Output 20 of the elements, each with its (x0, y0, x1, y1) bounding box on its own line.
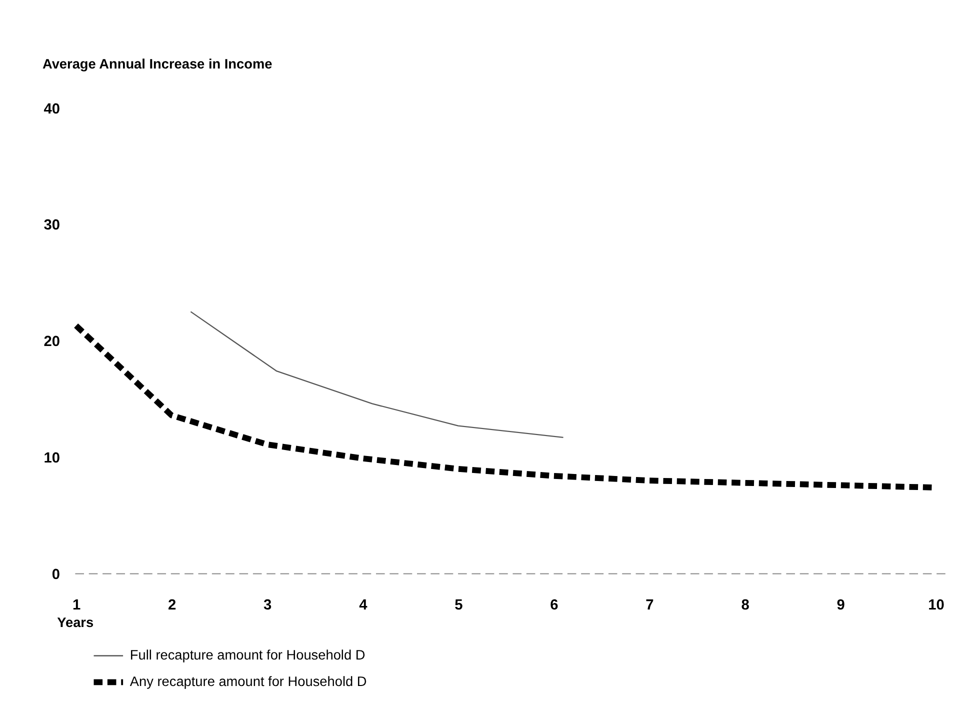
y-tick-label: 40 (44, 101, 60, 118)
x-axis-title: Years (57, 614, 94, 630)
x-tick-label: 2 (168, 597, 176, 614)
x-tick-label: 3 (264, 597, 272, 614)
x-tick-label: 7 (646, 597, 654, 614)
x-tick-label: 10 (928, 597, 944, 614)
x-tick-label: 9 (836, 597, 845, 614)
x-tick-label: 4 (359, 597, 368, 614)
y-tick-label: 10 (44, 450, 60, 467)
x-tick-label: 8 (741, 597, 750, 614)
y-axis-title: Average Annual Increase in Income (42, 56, 273, 72)
x-tick-label: 1 (72, 597, 81, 614)
y-tick-label: 30 (44, 218, 60, 234)
line-series (190, 311, 564, 438)
x-tick-label: 5 (454, 597, 463, 614)
legend-label: Full recapture amount for Household D (130, 648, 366, 663)
y-tick-label: 20 (44, 334, 60, 350)
y-tick-label: 0 (52, 567, 60, 584)
legend-label: Any recapture amount for Household D (130, 674, 367, 690)
x-tick-label: 6 (550, 597, 558, 614)
